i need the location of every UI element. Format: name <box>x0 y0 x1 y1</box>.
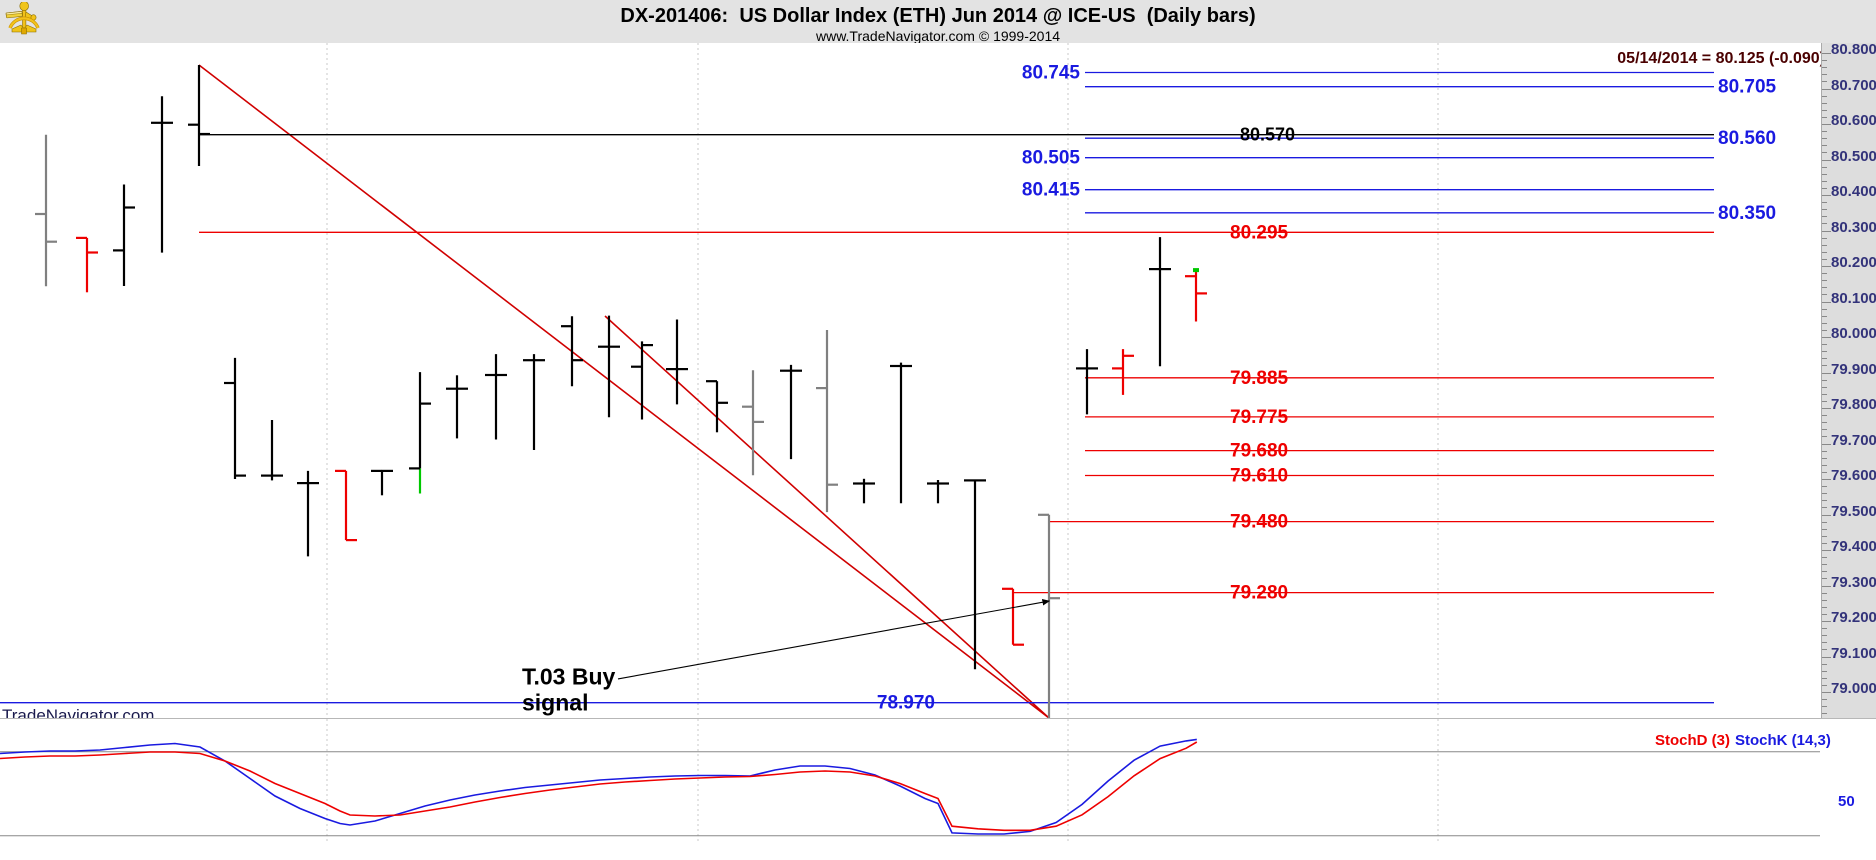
svg-text:80.705: 80.705 <box>1718 77 1777 98</box>
svg-text:79.680: 79.680 <box>1230 441 1288 462</box>
svg-text:80.570: 80.570 <box>1240 125 1295 145</box>
svg-text:79.610: 79.610 <box>1230 466 1288 487</box>
svg-text:80.560: 80.560 <box>1718 128 1776 149</box>
svg-text:T.03 Buy: T.03 Buy <box>522 664 616 690</box>
svg-text:05/14/2014 = 80.125 (-0.090): 05/14/2014 = 80.125 (-0.090) <box>1617 50 1825 67</box>
svg-text:80.745: 80.745 <box>1022 63 1081 84</box>
svg-text:signal: signal <box>522 690 588 716</box>
svg-text:79.775: 79.775 <box>1230 407 1289 428</box>
svg-text:StochD (3): StochD (3) <box>1655 732 1730 749</box>
svg-text:80.415: 80.415 <box>1022 180 1081 201</box>
svg-text:80.505: 80.505 <box>1022 148 1081 169</box>
svg-text:79.280: 79.280 <box>1230 583 1288 604</box>
svg-text:StochK (14,3): StochK (14,3) <box>1735 732 1831 749</box>
svg-text:80.350: 80.350 <box>1718 203 1776 224</box>
svg-text:50: 50 <box>1838 793 1855 810</box>
svg-text:TradeNavigator.com: TradeNavigator.com <box>2 706 154 718</box>
svg-text:78.970: 78.970 <box>877 693 935 714</box>
svg-text:79.480: 79.480 <box>1230 512 1288 533</box>
svg-text:80.295: 80.295 <box>1230 222 1289 243</box>
svg-text:79.885: 79.885 <box>1230 368 1289 389</box>
